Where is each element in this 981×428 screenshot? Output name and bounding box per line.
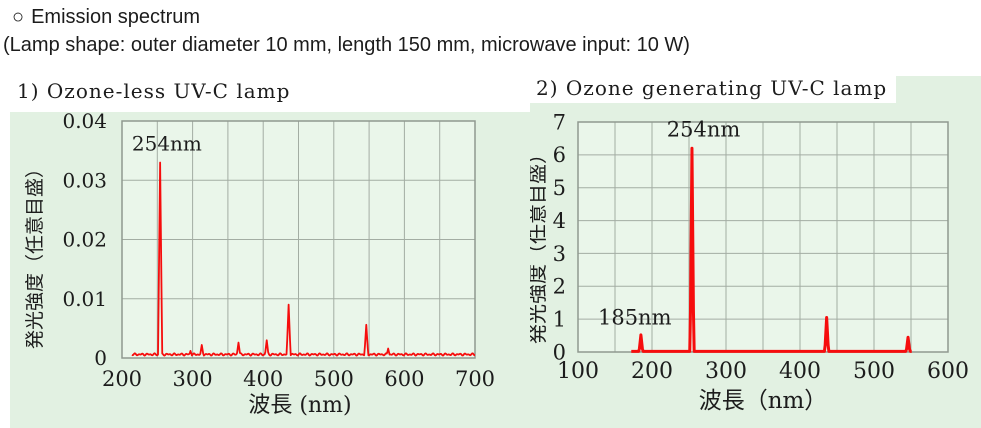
page-subtitle: (Lamp shape: outer diameter 10 mm, lengt… [3, 34, 690, 56]
ozone-generating-chart: 0 1 2 3 4 5 6 7 100 200 300 400 500 600 波長（nm） 発光強度（任意目… [530, 110, 969, 414]
peak-annotation: 254nm [132, 132, 202, 156]
y-tick-label: 3 [553, 242, 566, 266]
ozone-generating-chart-title: 2) Ozone generating UV-C lamp [527, 73, 897, 103]
x-axis-label: 波長（nm） [699, 388, 828, 414]
y-tick-label: 1 [553, 307, 566, 331]
y-tick-label: 6 [553, 143, 566, 167]
x-tick-label: 400 [779, 359, 821, 384]
x-tick-label: 100 [557, 359, 599, 384]
ozone-less-chart-panel: 0 0.01 0.02 0.03 0.04 200 300 400 500 600 700 波長 (n… [10, 112, 530, 428]
x-tick-label: 300 [173, 367, 213, 391]
y-tick-label: 0.04 [62, 112, 107, 133]
header-title-row: ○ Emission spectrum [12, 6, 200, 29]
y-tick-label: 0 [94, 346, 107, 370]
x-tick-label: 200 [631, 359, 673, 384]
y-tick-label: 0.01 [62, 287, 107, 311]
x-tick-label: 600 [384, 367, 424, 391]
ozone-generating-chart-panel: 0 1 2 3 4 5 6 7 100 200 300 400 500 600 波長（nm） 発光強度（任意目… [530, 76, 981, 428]
circle-bullet-icon: ○ [12, 6, 25, 28]
x-tick-label: 500 [853, 359, 895, 384]
plot-border [121, 120, 476, 359]
y-tick-label: 5 [553, 176, 566, 200]
page-title: Emission spectrum [31, 6, 201, 28]
y-tick-label: 0.02 [62, 228, 107, 252]
y-tick-label: 7 [553, 110, 566, 134]
y-tick-label: 0.03 [62, 168, 107, 192]
y-tick-label: 0 [553, 340, 566, 364]
ozone-less-chart-title: 1) Ozone-less UV-C lamp [8, 76, 300, 106]
y-tick-label: 4 [553, 209, 566, 233]
x-tick-label: 600 [927, 359, 969, 384]
x-axis-label: 波長 (nm) [248, 393, 351, 418]
peak-annotation: 185nm [598, 306, 672, 330]
spectrum-line [131, 161, 476, 357]
peak-annotation: 254nm [667, 118, 741, 142]
y-axis-label: 発光強度（任意目盛） [24, 159, 46, 349]
y-axis-label: 発光強度（任意目盛） [530, 144, 549, 344]
x-tick-label: 700 [455, 367, 495, 391]
x-tick-label: 400 [243, 367, 283, 391]
y-tick-label: 2 [553, 275, 566, 299]
ozone-less-chart: 0 0.01 0.02 0.03 0.04 200 300 400 500 600 700 波長 (n… [24, 112, 495, 418]
x-tick-label: 500 [314, 367, 354, 391]
x-tick-label: 300 [705, 359, 747, 384]
x-tick-label: 200 [102, 367, 142, 391]
spectrum-line [630, 146, 913, 353]
